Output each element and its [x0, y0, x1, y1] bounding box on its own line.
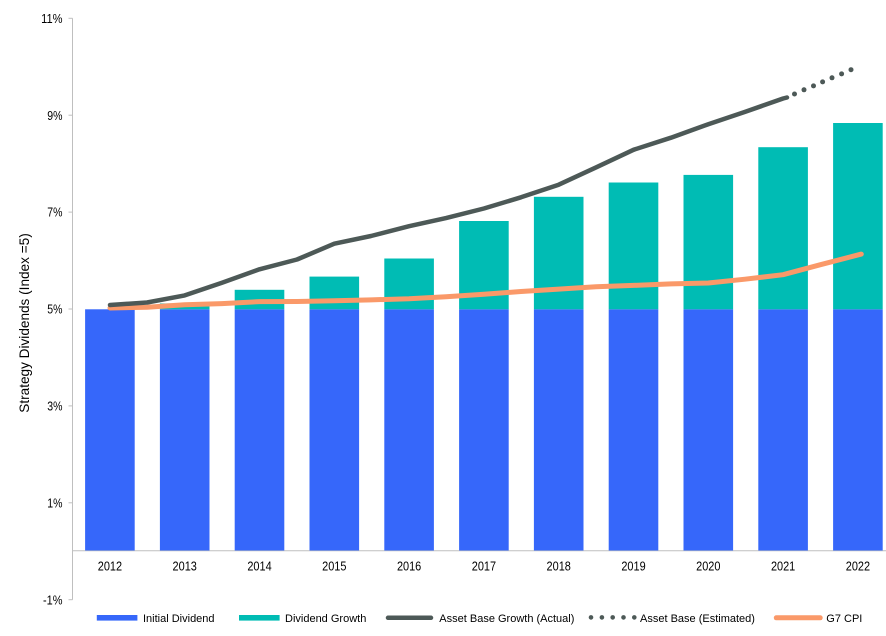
svg-text:G7 CPI: G7 CPI [826, 613, 862, 625]
svg-text:2021: 2021 [771, 559, 795, 574]
svg-text:2016: 2016 [397, 559, 421, 574]
svg-text:7%: 7% [47, 205, 63, 220]
svg-text:-1%: -1% [43, 592, 63, 607]
svg-text:2022: 2022 [846, 559, 870, 574]
svg-text:3%: 3% [47, 399, 63, 414]
svg-text:Dividend Growth: Dividend Growth [285, 613, 366, 625]
svg-text:2015: 2015 [322, 559, 346, 574]
svg-text:1%: 1% [47, 495, 63, 510]
svg-text:2020: 2020 [696, 559, 720, 574]
svg-text:5%: 5% [47, 302, 63, 317]
svg-text:2013: 2013 [173, 559, 197, 574]
svg-text:9%: 9% [47, 108, 63, 123]
svg-text:Strategy Dividends (Index =5): Strategy Dividends (Index =5) [17, 233, 32, 412]
svg-text:2014: 2014 [247, 559, 271, 574]
svg-text:2018: 2018 [547, 559, 571, 574]
svg-text:2017: 2017 [472, 559, 496, 574]
svg-text:Initial Dividend: Initial Dividend [143, 613, 215, 625]
svg-text:Asset Base Growth (Actual): Asset Base Growth (Actual) [439, 613, 574, 625]
svg-text:2012: 2012 [98, 559, 122, 574]
svg-text:Asset Base (Estimated): Asset Base (Estimated) [640, 613, 755, 625]
svg-text:2019: 2019 [621, 559, 645, 574]
svg-text:11%: 11% [41, 11, 63, 26]
